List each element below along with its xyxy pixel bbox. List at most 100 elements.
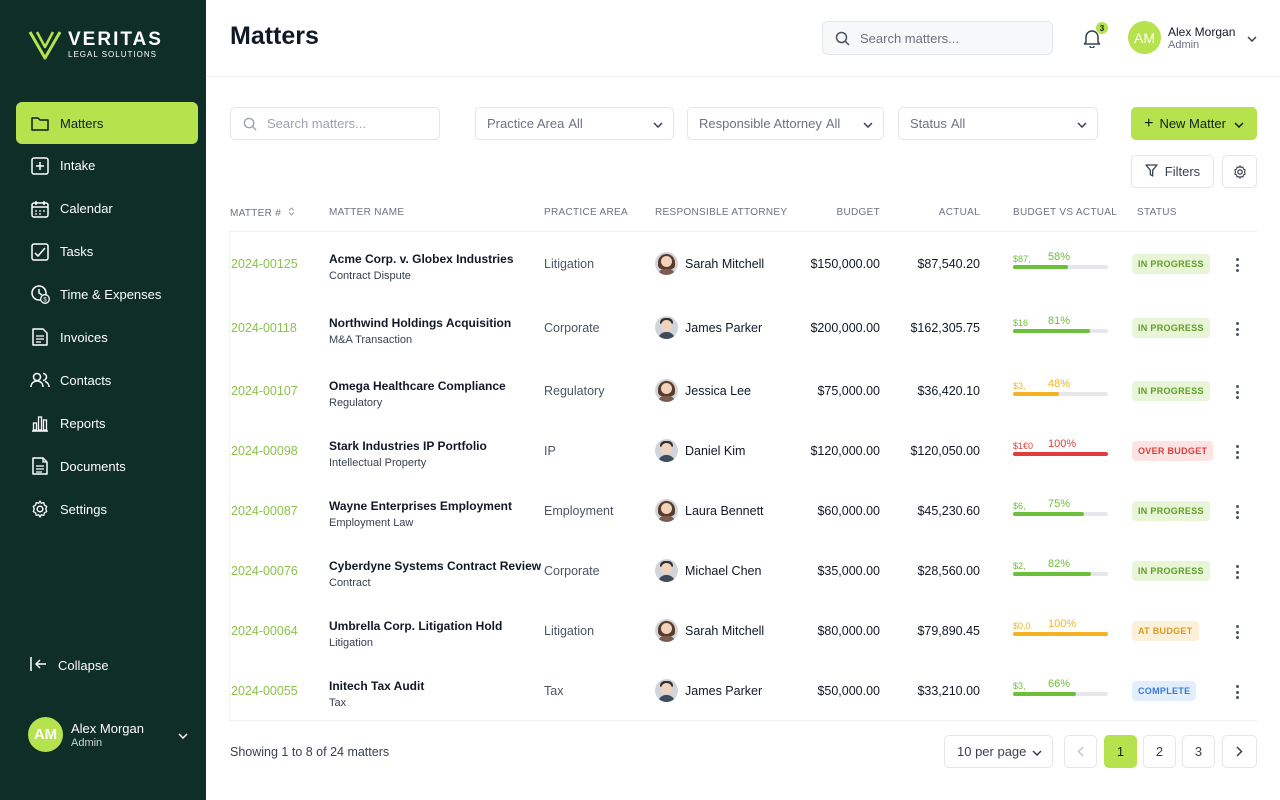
matter-number-link[interactable]: 2024-00087 [231,504,298,518]
matters-search-input[interactable]: Search matters... [230,107,440,140]
matter-number-link[interactable]: 2024-00064 [231,624,298,638]
budget-amount: $60,000.00 [817,504,880,518]
matter-name[interactable]: Initech Tax Audit [329,679,425,693]
collapse-button[interactable]: Collapse [30,656,109,675]
sidebar-item-calendar[interactable]: Calendar [16,188,198,230]
bva-percent: 81% [1048,315,1071,327]
bva-percent: 100% [1048,438,1077,450]
attorney-name: James Parker [685,683,763,698]
more-options-icon[interactable] [1234,625,1240,639]
user-name: Alex Morgan [71,720,144,736]
table-row[interactable]: 2024-00087 Wayne Enterprises Employment Em… [230,481,1258,541]
matter-name[interactable]: Stark Industries IP Portfolio [329,439,487,453]
checklist-icon [30,242,50,262]
matter-name[interactable]: Omega Healthcare Compliance [329,379,506,393]
matter-name[interactable]: Northwind Holdings Acquisition [329,316,512,330]
table-row[interactable]: 2024-00125 Acme Corp. v. Globex Industrie… [230,234,1258,294]
status-badge: IN PROGRESS [1132,561,1210,581]
top-header: Matters Search matters... 3 AM Alex Morg… [206,0,1280,77]
attorney-cell: Sarah Mitchell [655,619,764,642]
sidebar-item-label: Tasks [60,244,94,260]
col-matter-number[interactable]: MATTER # [230,207,295,219]
sidebar-item-invoices[interactable]: Invoices [16,316,198,358]
table-row[interactable]: 2024-00098 Stark Industries IP Portfolio I… [230,421,1258,481]
more-options-icon[interactable] [1234,445,1240,459]
sidebar-item-documents[interactable]: Documents [16,445,198,487]
dropdown-value: All [568,116,583,131]
matter-number-link[interactable]: 2024-00076 [231,564,298,578]
sidebar-item-matters[interactable]: Matters [16,102,198,144]
per-page-select[interactable]: 10 per page [944,735,1053,768]
status-badge: IN PROGRESS [1132,501,1210,521]
next-page-button[interactable] [1222,735,1257,768]
table-row[interactable]: 2024-00118 Northwind Holdings Acquisition… [230,298,1258,358]
chevron-down-icon [1077,116,1087,131]
brand-logo[interactable]: VERITAS LEGAL SOLUTIONS [28,30,163,60]
matter-name[interactable]: Cyberdyne Systems Contract Review [329,559,542,573]
new-matter-button[interactable]: + New Matter [1131,107,1257,140]
matters-table: 2024-00125 Acme Corp. v. Globex Industrie… [229,231,1257,721]
budget-amount: $75,000.00 [817,384,880,398]
page-button-3[interactable]: 3 [1182,735,1215,768]
chevron-down-icon [1247,29,1257,47]
attorney-name: Jessica Lee [685,383,752,398]
sidebar-item-settings[interactable]: Settings [16,488,198,530]
status-badge: COMPLETE [1132,681,1197,701]
collapse-label: Collapse [58,658,109,673]
matter-number-link[interactable]: 2024-00118 [231,321,297,335]
search-placeholder: Search matters... [860,30,959,46]
more-options-icon[interactable] [1234,385,1240,399]
matter-number-link[interactable]: 2024-00107 [231,384,298,398]
matter-number-link[interactable]: 2024-00055 [231,684,298,698]
sidebar-user-menu[interactable]: AM Alex Morgan Admin [28,717,188,752]
matter-type: Contract [329,577,371,589]
matter-number-link[interactable]: 2024-00098 [231,444,298,458]
header-search-input[interactable]: Search matters... [822,21,1053,55]
prev-page-button[interactable] [1064,735,1097,768]
pagination-summary: Showing 1 to 8 of 24 matters [230,745,390,759]
table-row[interactable]: 2024-00107 Omega Healthcare Compliance Reg… [230,361,1258,421]
filters-button[interactable]: Filters [1131,155,1214,188]
practice-area-dropdown[interactable]: Practice Area All [475,107,674,140]
status-badge: IN PROGRESS [1132,318,1210,338]
matter-name[interactable]: Wayne Enterprises Employment [329,499,512,513]
sidebar-item-reports[interactable]: Reports [16,402,198,444]
dropdown-value: All [950,116,966,131]
bva-progress-track [1013,392,1108,396]
matter-name[interactable]: Umbrella Corp. Litigation Hold [329,619,503,633]
calendar-icon [30,199,50,219]
table-row[interactable]: 2024-00076 Cyberdyne Systems Contract Rev… [230,541,1258,601]
more-options-icon[interactable] [1234,322,1240,336]
attorney-name: Laura Bennett [685,503,764,518]
sidebar-item-intake[interactable]: Intake [16,145,198,187]
notifications-button[interactable]: 3 [1082,22,1108,49]
page-button-1[interactable]: 1 [1104,735,1137,768]
brand-subtitle: LEGAL SOLUTIONS [68,50,157,59]
bva-progress-track [1013,572,1108,576]
matter-type: Employment Law [329,517,414,529]
attorney-cell: Laura Bennett [655,499,764,522]
bva-percent: 75% [1048,498,1071,510]
matter-name[interactable]: Acme Corp. v. Globex Industries [329,252,514,266]
col-actual: ACTUAL [938,207,980,218]
matter-number-link[interactable]: 2024-00125 [231,257,298,271]
attorney-dropdown[interactable]: Responsible Attorney All [687,107,884,140]
more-options-icon[interactable] [1234,505,1240,519]
page-button-2[interactable]: 2 [1143,735,1176,768]
practice-area: Regulatory [544,384,605,398]
sidebar-item-tasks[interactable]: Tasks [16,231,198,273]
chevron-right-icon [1236,746,1243,757]
table-settings-button[interactable] [1222,155,1257,188]
more-options-icon[interactable] [1234,258,1240,272]
sidebar-item-time-expenses[interactable]: $ Time & Expenses [16,274,198,316]
table-row[interactable]: 2024-00064 Umbrella Corp. Litigation Hold… [230,601,1258,661]
more-options-icon[interactable] [1234,685,1240,699]
table-row[interactable]: 2024-00055 Initech Tax Audit Tax Tax James P… [230,661,1258,721]
bva-amount: $6, [1013,501,1026,511]
more-options-icon[interactable] [1234,565,1240,579]
chevron-down-icon [653,116,663,131]
sidebar-item-contacts[interactable]: Contacts [16,359,198,401]
attorney-cell: James Parker [655,316,762,339]
header-user-menu[interactable]: AM Alex Morgan Admin [1128,21,1257,54]
status-dropdown[interactable]: Status All [898,107,1098,140]
